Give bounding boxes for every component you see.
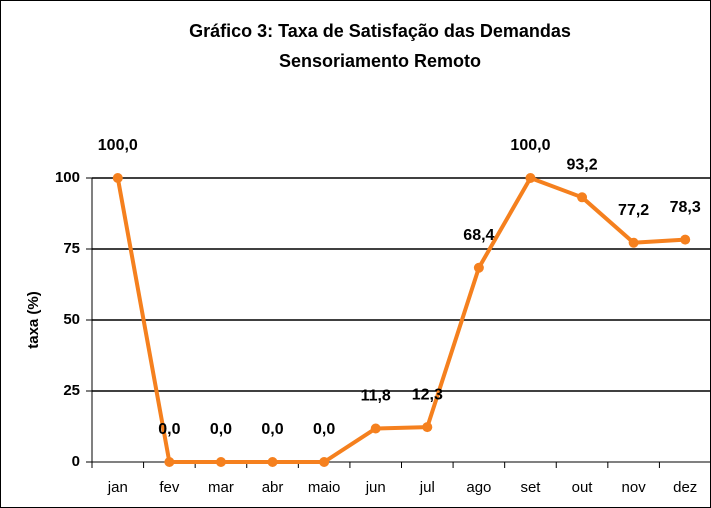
x-tick-label: dez xyxy=(673,479,697,496)
data-label: 78,3 xyxy=(670,199,701,216)
y-axis-label: taxa (%) xyxy=(25,291,42,349)
chart-subtitle: Sensoriamento Remoto xyxy=(279,51,481,71)
point xyxy=(267,457,278,467)
data-label: 68,4 xyxy=(463,227,494,244)
point xyxy=(473,262,484,273)
point xyxy=(680,234,691,245)
x-tick-label: set xyxy=(520,479,541,496)
y-tick-label: 100 xyxy=(55,169,80,186)
data-label: 11,8 xyxy=(361,388,391,405)
point xyxy=(422,422,433,433)
point xyxy=(164,457,175,467)
point xyxy=(370,423,381,434)
point xyxy=(112,173,123,183)
x-tick-label: ago xyxy=(466,479,491,496)
x-tick-label: mar xyxy=(208,479,234,496)
x-tick-label: jan xyxy=(107,479,128,496)
point xyxy=(215,457,226,467)
x-tick-label: jun xyxy=(365,479,386,496)
x-tick-label: nov xyxy=(622,479,647,496)
data-label: 93,2 xyxy=(566,157,597,174)
data-label: 100,0 xyxy=(98,137,138,154)
x-tick-label: maio xyxy=(308,479,341,496)
point xyxy=(577,192,588,203)
point xyxy=(525,173,536,183)
data-label: 77,2 xyxy=(618,202,649,219)
data-label: 0,0 xyxy=(158,421,180,438)
x-tick-label: fev xyxy=(159,479,180,496)
line xyxy=(115,176,686,464)
data-label: 0,0 xyxy=(313,421,335,438)
data-label: 100,0 xyxy=(510,137,550,154)
y-tick-label: 0 xyxy=(72,453,80,470)
y-tick-label: 75 xyxy=(63,240,80,257)
data-label: 0,0 xyxy=(210,421,232,438)
x-tick-label: out xyxy=(572,479,594,496)
x-tick-label: jul xyxy=(419,479,435,496)
data-label: 12,3 xyxy=(412,386,443,403)
point xyxy=(319,457,330,467)
x-tick-label: abr xyxy=(262,479,284,496)
y-tick-label: 25 xyxy=(63,382,80,399)
point xyxy=(628,237,639,248)
chart-title: Gráfico 3: Taxa de Satisfação das Demand… xyxy=(189,21,571,41)
y-tick-label: 50 xyxy=(63,311,80,328)
data-label: 0,0 xyxy=(261,421,283,438)
